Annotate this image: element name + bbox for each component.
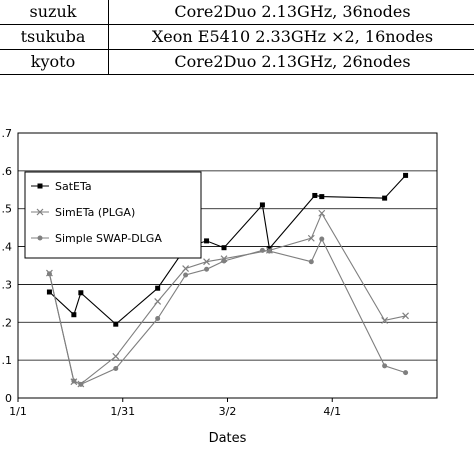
x-tick-label: 1/31 <box>110 405 135 418</box>
data-point <box>154 298 162 305</box>
legend-entry: SimETa (PLGA) <box>31 206 135 219</box>
data-point <box>308 259 314 265</box>
legend: SatETa SimETa (PLGA) Simple SWAP-DLGA <box>24 171 202 259</box>
site-name: tsukuba <box>0 24 109 50</box>
data-point <box>381 316 389 324</box>
data-point <box>318 209 326 217</box>
site-name: suzuk <box>0 0 109 25</box>
data-point <box>221 245 227 251</box>
data-point <box>382 363 388 369</box>
y-axis: 0 .1 .2 .3 .4 .5 .6 .7 <box>2 127 13 405</box>
x-axis-title: Dates <box>209 431 247 446</box>
x-tick-label: 1/1 <box>9 405 27 418</box>
data-point <box>266 248 272 254</box>
y-tick-label: .7 <box>2 127 13 140</box>
y-tick-label: .5 <box>2 203 13 216</box>
series-layer <box>46 172 409 388</box>
data-point <box>78 381 84 387</box>
node-spec-table: suzuk Core2Duo 2.13GHz, 36nodes tsukuba Xeo… <box>0 0 474 75</box>
data-point <box>71 312 77 318</box>
data-point <box>221 258 227 264</box>
data-point <box>204 238 210 244</box>
site-name: kyoto <box>0 49 109 75</box>
data-point <box>46 271 52 277</box>
data-point <box>113 365 119 371</box>
data-point <box>155 285 161 291</box>
data-point <box>319 236 325 242</box>
y-tick-label: .4 <box>2 241 13 254</box>
data-point <box>112 352 120 360</box>
legend-entry: SatETa <box>31 180 92 193</box>
y-tick-label: .2 <box>2 316 13 329</box>
legend-label: SatETa <box>55 180 92 193</box>
legend-label: Simple SWAP-DLGA <box>55 232 162 245</box>
data-point <box>259 202 265 208</box>
legend-label: SimETa (PLGA) <box>55 206 135 219</box>
y-tick-label: .6 <box>2 165 13 178</box>
node-spec: Core2Duo 2.13GHz, 36nodes <box>174 2 411 21</box>
data-point <box>37 183 43 189</box>
data-point <box>307 234 315 242</box>
data-point <box>266 245 272 251</box>
data-point <box>319 194 325 200</box>
data-point <box>403 370 409 376</box>
x-axis: 1/1 1/31 3/2 4/1 <box>9 398 341 418</box>
data-point <box>36 208 44 216</box>
node-spec: Xeon E5410 2.33GHz ×2, 16nodes <box>108 24 474 50</box>
spec-row: kyoto Core2Duo 2.13GHz, 26nodes <box>0 49 474 75</box>
legend-entry: Simple SWAP-DLGA <box>31 232 162 245</box>
y-tick-label: 0 <box>5 392 12 405</box>
spec-row: tsukuba Xeon E5410 2.33GHz ×2, 16nodes <box>0 24 474 50</box>
data-point <box>259 247 265 253</box>
y-tick-label: .3 <box>2 278 13 291</box>
data-point <box>113 321 119 327</box>
x-tick-label: 4/1 <box>323 405 341 418</box>
data-point <box>182 265 190 272</box>
data-point <box>203 258 210 266</box>
data-point <box>183 272 189 278</box>
data-point <box>37 235 43 241</box>
node-spec: Core2Duo 2.13GHz, 26nodes <box>108 49 474 75</box>
y-tick-label: .1 <box>2 354 13 367</box>
data-point <box>382 195 388 201</box>
data-point <box>155 316 161 321</box>
data-point <box>46 289 52 295</box>
series-line <box>48 237 406 386</box>
data-point <box>78 290 84 296</box>
data-point <box>403 172 409 178</box>
x-tick-label: 3/2 <box>219 405 237 418</box>
spec-row: suzuk Core2Duo 2.13GHz, 36nodes <box>0 0 474 25</box>
data-point <box>402 312 409 320</box>
series-2 <box>46 236 409 387</box>
data-point <box>204 266 210 272</box>
legend-box <box>24 171 202 259</box>
data-point <box>71 378 77 384</box>
data-point <box>312 192 318 198</box>
